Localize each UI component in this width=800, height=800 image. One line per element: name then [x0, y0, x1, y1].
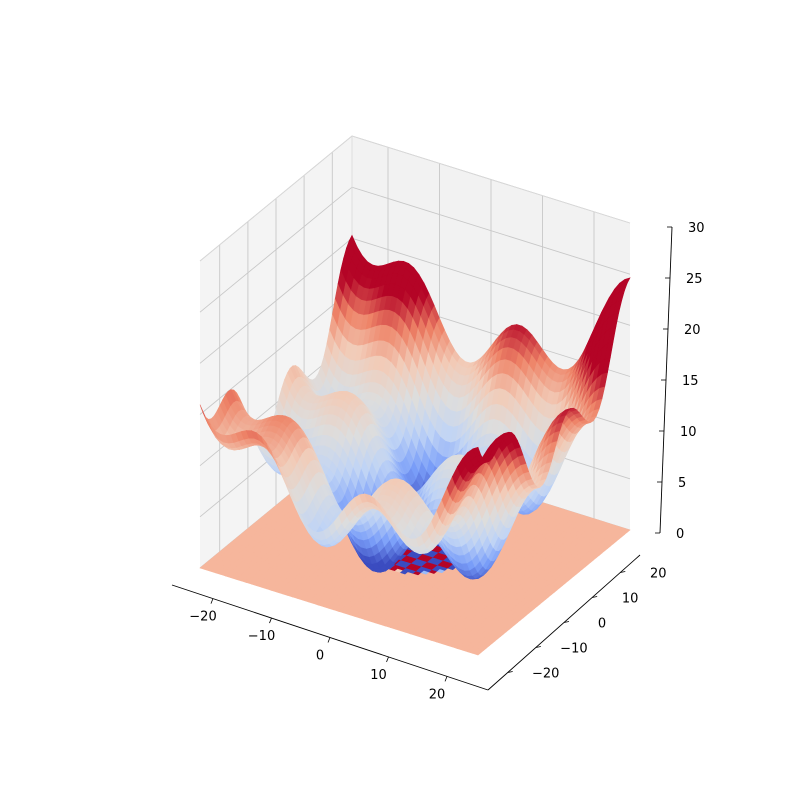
- floor-cell: [472, 650, 482, 656]
- main-surface: [199, 234, 631, 580]
